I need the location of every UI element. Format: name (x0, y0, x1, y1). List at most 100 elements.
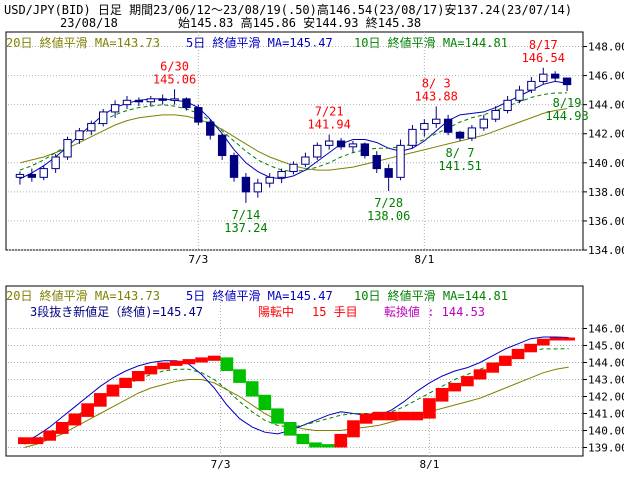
top-legend-ma5: 5日 終値平滑 MA=145.47 (186, 35, 333, 50)
bottom-x-tick-label: 8/1 (419, 458, 439, 471)
brick-down (258, 394, 272, 411)
annotation-value: 146.54 (522, 51, 565, 65)
top-y-tick-label: 138.00 (588, 186, 624, 199)
candle-down (194, 107, 203, 123)
brick-up (473, 369, 487, 380)
candle-up (408, 128, 417, 146)
top-y-axis: 134.00 136.00 138.00 140.00 142.00 144.00 146.… (583, 41, 624, 257)
annotation-value: 143.88 (415, 89, 458, 103)
brick-up (347, 420, 360, 438)
brick-up (93, 393, 107, 407)
annotation-date: 6/30 (160, 59, 189, 73)
brick-up (562, 337, 575, 341)
brick-up (359, 413, 373, 424)
bottom-legend-ma20: 20日 終値平滑 MA=143.73 (6, 288, 160, 303)
brick-up (131, 371, 145, 382)
candle-up (75, 130, 84, 141)
annotation-value: 144.93 (545, 109, 588, 123)
candle-down (217, 134, 227, 157)
candle-down (134, 99, 144, 103)
brick-down (245, 381, 259, 397)
bottom-y-tick-label: 143.00 (588, 374, 624, 387)
candle-up (503, 99, 512, 111)
brick-down (220, 357, 234, 371)
brick-up (18, 437, 31, 445)
candle-up (301, 156, 310, 165)
brick-up (30, 437, 44, 445)
candle-down (336, 140, 346, 148)
bottom-x-tick-label: 7/3 (211, 458, 231, 471)
brick-up (144, 365, 158, 375)
top-y-tick-label: 136.00 (588, 215, 624, 228)
candle-up (253, 182, 263, 193)
candle-down (372, 155, 381, 170)
brick-up (195, 357, 208, 363)
annotation-date: 8/ 7 (446, 146, 475, 160)
bottom-y-tick-label: 141.00 (588, 408, 624, 421)
candle-down (206, 121, 215, 136)
candle-up (51, 156, 60, 170)
candle-up (87, 123, 96, 132)
brick-up (119, 377, 132, 388)
top-x-tick-label: 7/3 (188, 253, 208, 266)
brick-down (296, 433, 310, 445)
candle-down (360, 143, 370, 157)
brick-down (309, 442, 322, 448)
annotation-value: 138.06 (367, 209, 410, 223)
annotation-date: 7/21 (315, 105, 344, 119)
bottom-y-axis: 139.00 140.00 141.00 142.00 143.00 144.00 145.… (583, 323, 624, 455)
brick-up (55, 422, 69, 434)
bottom-legend: 20日 終値平滑 MA=143.73 5日 終値平滑 MA=145.47 10日… (6, 288, 508, 303)
brick-up (207, 355, 221, 361)
candle-down (550, 73, 560, 79)
annotation-value: 145.06 (153, 72, 196, 86)
brick-info-state: 陽転中 (258, 304, 294, 319)
bottom-grid (8, 290, 583, 456)
top-y-tick-label: 146.00 (588, 70, 624, 83)
brick-up (461, 376, 474, 387)
brick-up (435, 388, 449, 402)
top-y-tick-label: 144.00 (588, 99, 624, 112)
annotation-value: 141.51 (438, 159, 481, 173)
bottom-y-tick-label: 144.00 (588, 357, 624, 370)
top-x-axis: 7/3 8/1 (188, 253, 434, 266)
bottom-x-axis: 7/3 8/1 (211, 458, 440, 471)
candle-down (384, 168, 393, 178)
brick-up (169, 360, 183, 366)
candle-up (467, 127, 477, 139)
top-plot-frame (5, 31, 584, 251)
candle-up (63, 139, 72, 158)
bottom-y-tick-label: 142.00 (588, 391, 624, 404)
candle-up (515, 89, 524, 101)
brick-up (157, 362, 170, 370)
candle-up (122, 99, 132, 106)
top-y-tick-label: 140.00 (588, 157, 624, 170)
brick-up (106, 384, 120, 397)
bottom-y-tick-label: 140.00 (588, 425, 624, 438)
candle-up (99, 111, 108, 125)
brick-info-count: 15 手目 (312, 305, 358, 319)
annotation-date: 8/19 (553, 96, 582, 110)
candle-down (241, 176, 251, 193)
candle-up (527, 80, 536, 91)
bottom-y-tick-label: 139.00 (588, 442, 624, 455)
annotation-date: 8/17 (529, 38, 558, 52)
candle-down (27, 173, 37, 178)
candle-down (562, 77, 572, 86)
candle-up (539, 73, 548, 82)
brick-up (448, 382, 462, 392)
bottom-legend-ma5: 5日 終値平滑 MA=145.47 (186, 288, 333, 303)
candle-up (265, 176, 274, 184)
top-legend: 20日 終値平滑 MA=143.73 5日 終値平滑 MA=145.47 10日… (6, 35, 508, 50)
top-grid (8, 32, 583, 251)
candle-up (313, 144, 322, 158)
brick-up (486, 362, 500, 373)
candle-up (420, 123, 429, 130)
candle-down (455, 131, 465, 139)
bottom-y-tick-label: 145.00 (588, 340, 624, 353)
candle-up (277, 171, 286, 178)
bottom-y-tick-label: 146.00 (588, 323, 624, 336)
brick-up (537, 338, 550, 346)
candle-up (348, 143, 358, 148)
